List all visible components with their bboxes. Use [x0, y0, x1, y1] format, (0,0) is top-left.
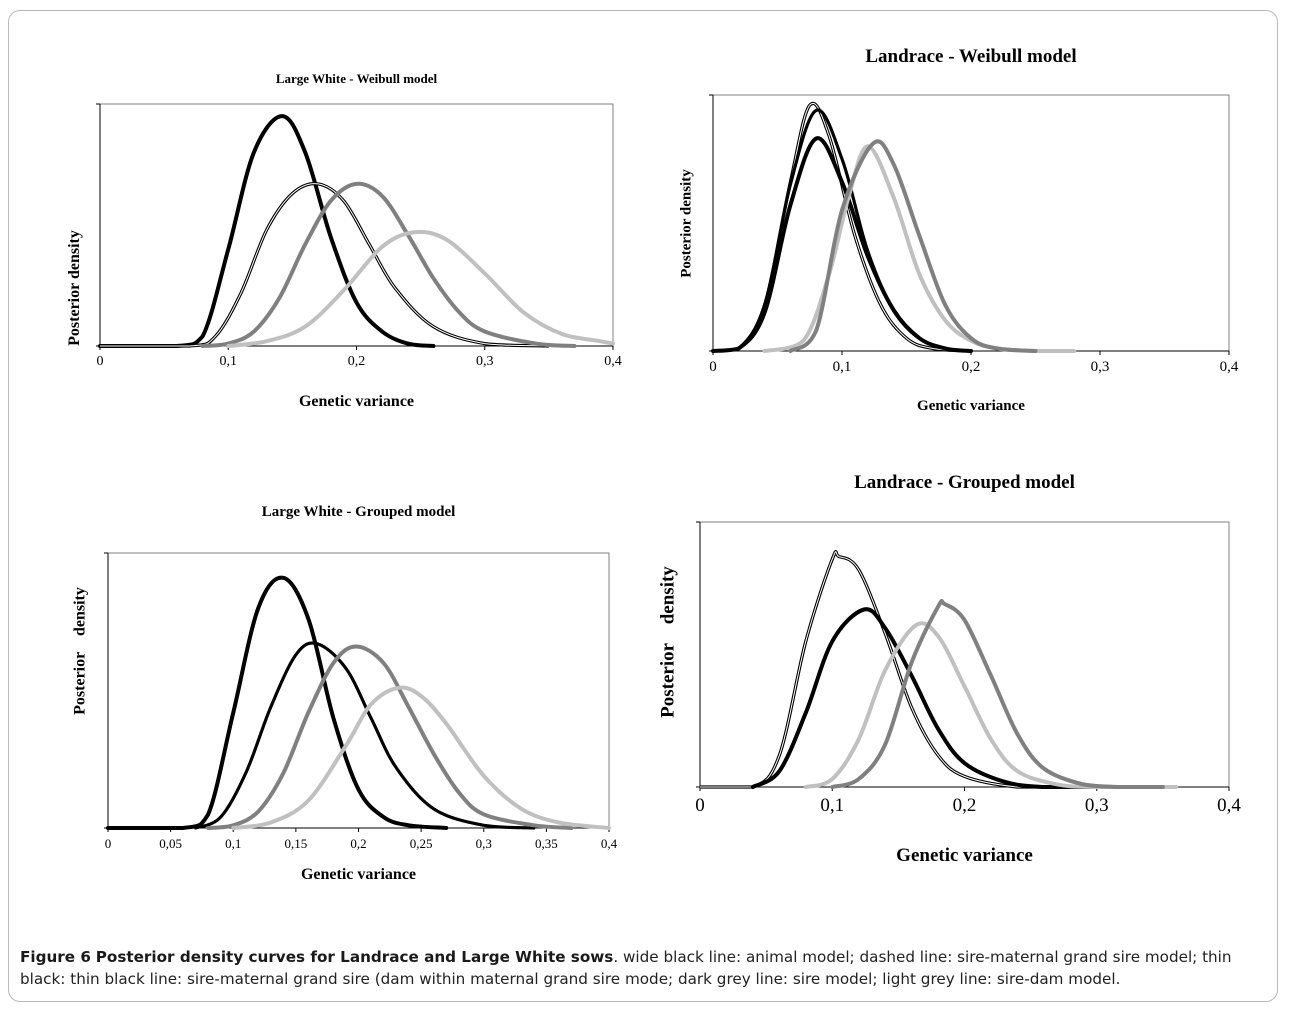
chart-title: Large White - Weibull model	[275, 71, 438, 86]
x-axis-label: Genetic variance	[298, 393, 415, 410]
x-tick-label: 0,4	[604, 354, 622, 369]
chart-title: Large White - Grouped model	[261, 504, 456, 520]
x-tick-label: 0,1	[225, 836, 242, 851]
x-tick-label: 0,05	[159, 836, 182, 851]
series-line-black-wide	[106, 575, 449, 830]
x-tick-label: 0,2	[961, 359, 981, 375]
x-tick-label: 0,3	[1090, 359, 1110, 375]
chart-panel-landrace-grouped: Landrace - Grouped model Posterior densi…	[657, 472, 1241, 866]
chart-panel-landrace-weibull: Landrace - Weibull model Posterior densi…	[0, 40, 1289, 440]
chart-title: Landrace - Grouped model	[854, 472, 1075, 493]
x-tick-label: 0,1	[219, 354, 238, 369]
figure-caption: Figure 6 Posterior density curves for La…	[20, 946, 1270, 990]
series-line-dark_grey-wide	[830, 598, 1165, 789]
x-tick-label: 0,15	[284, 836, 308, 851]
series-line-black-wide	[711, 136, 973, 353]
plot-area	[96, 103, 615, 350]
chart-panel-lw-grouped: Large White - Grouped model Posterior de…	[0, 0, 640, 900]
x-tick-label: 0,25	[409, 836, 433, 851]
x-tick-label: 0,3	[475, 836, 492, 851]
x-tick-label: 0,2	[347, 354, 366, 369]
series-line-black-thin-inner	[700, 551, 1071, 788]
chart-panel-lw-weibull: Large White - Weibull model Posterior de…	[0, 65, 622, 465]
series-line-dark_grey-wide	[788, 139, 1038, 353]
x-tick-label: 0,2	[952, 795, 977, 816]
x-tick-label: 0,4	[600, 836, 618, 851]
caption-title: Posterior density curves for Landrace an…	[95, 948, 614, 966]
series-line-light_grey-wide	[231, 685, 611, 830]
x-axis-label: Genetic variance	[896, 845, 1033, 866]
y-axis-label: Posterior density	[657, 566, 679, 718]
series-line-black-wide	[98, 114, 436, 348]
x-tick-label: 0,1	[832, 359, 852, 375]
plot-area	[709, 94, 1230, 355]
series-line-black-thin-inner	[100, 183, 549, 347]
series-line-dark_grey-wide	[200, 181, 577, 348]
chart-title: Landrace - Weibull model	[865, 46, 1077, 67]
caption-text: . wide black line: animal model; dashed …	[20, 948, 1232, 988]
x-tick-label: 0,2	[350, 836, 367, 851]
plot-border	[699, 521, 1230, 788]
x-axis-label: Genetic variance	[917, 398, 1025, 414]
plot-area	[104, 552, 611, 832]
x-tick-label: 0,4	[1219, 359, 1239, 375]
plot-area	[696, 521, 1230, 791]
x-tick-label: 0	[96, 354, 104, 369]
figure-frame	[8, 10, 1278, 1002]
x-tick-label: 0,3	[476, 354, 494, 369]
x-tick-label: 0	[709, 359, 717, 375]
x-tick-label: 0,35	[535, 836, 558, 851]
caption-label: Figure 6	[20, 948, 91, 966]
series-line-black-dashed	[194, 641, 536, 830]
x-tick-label: 0	[695, 795, 705, 816]
x-tick-label: 0,1	[820, 795, 845, 816]
series-line-black-wide	[750, 607, 1099, 789]
series-line-light_grey-wide	[226, 229, 615, 348]
series-line-light_grey-wide	[803, 621, 1179, 790]
series-line-dark_grey-wide	[206, 644, 574, 830]
x-axis-label: Genetic variance	[300, 866, 417, 883]
x-tick-label: 0	[104, 836, 112, 851]
x-tick-label: 0,3	[1084, 795, 1109, 816]
x-tick-label: 0,4	[1217, 795, 1241, 816]
